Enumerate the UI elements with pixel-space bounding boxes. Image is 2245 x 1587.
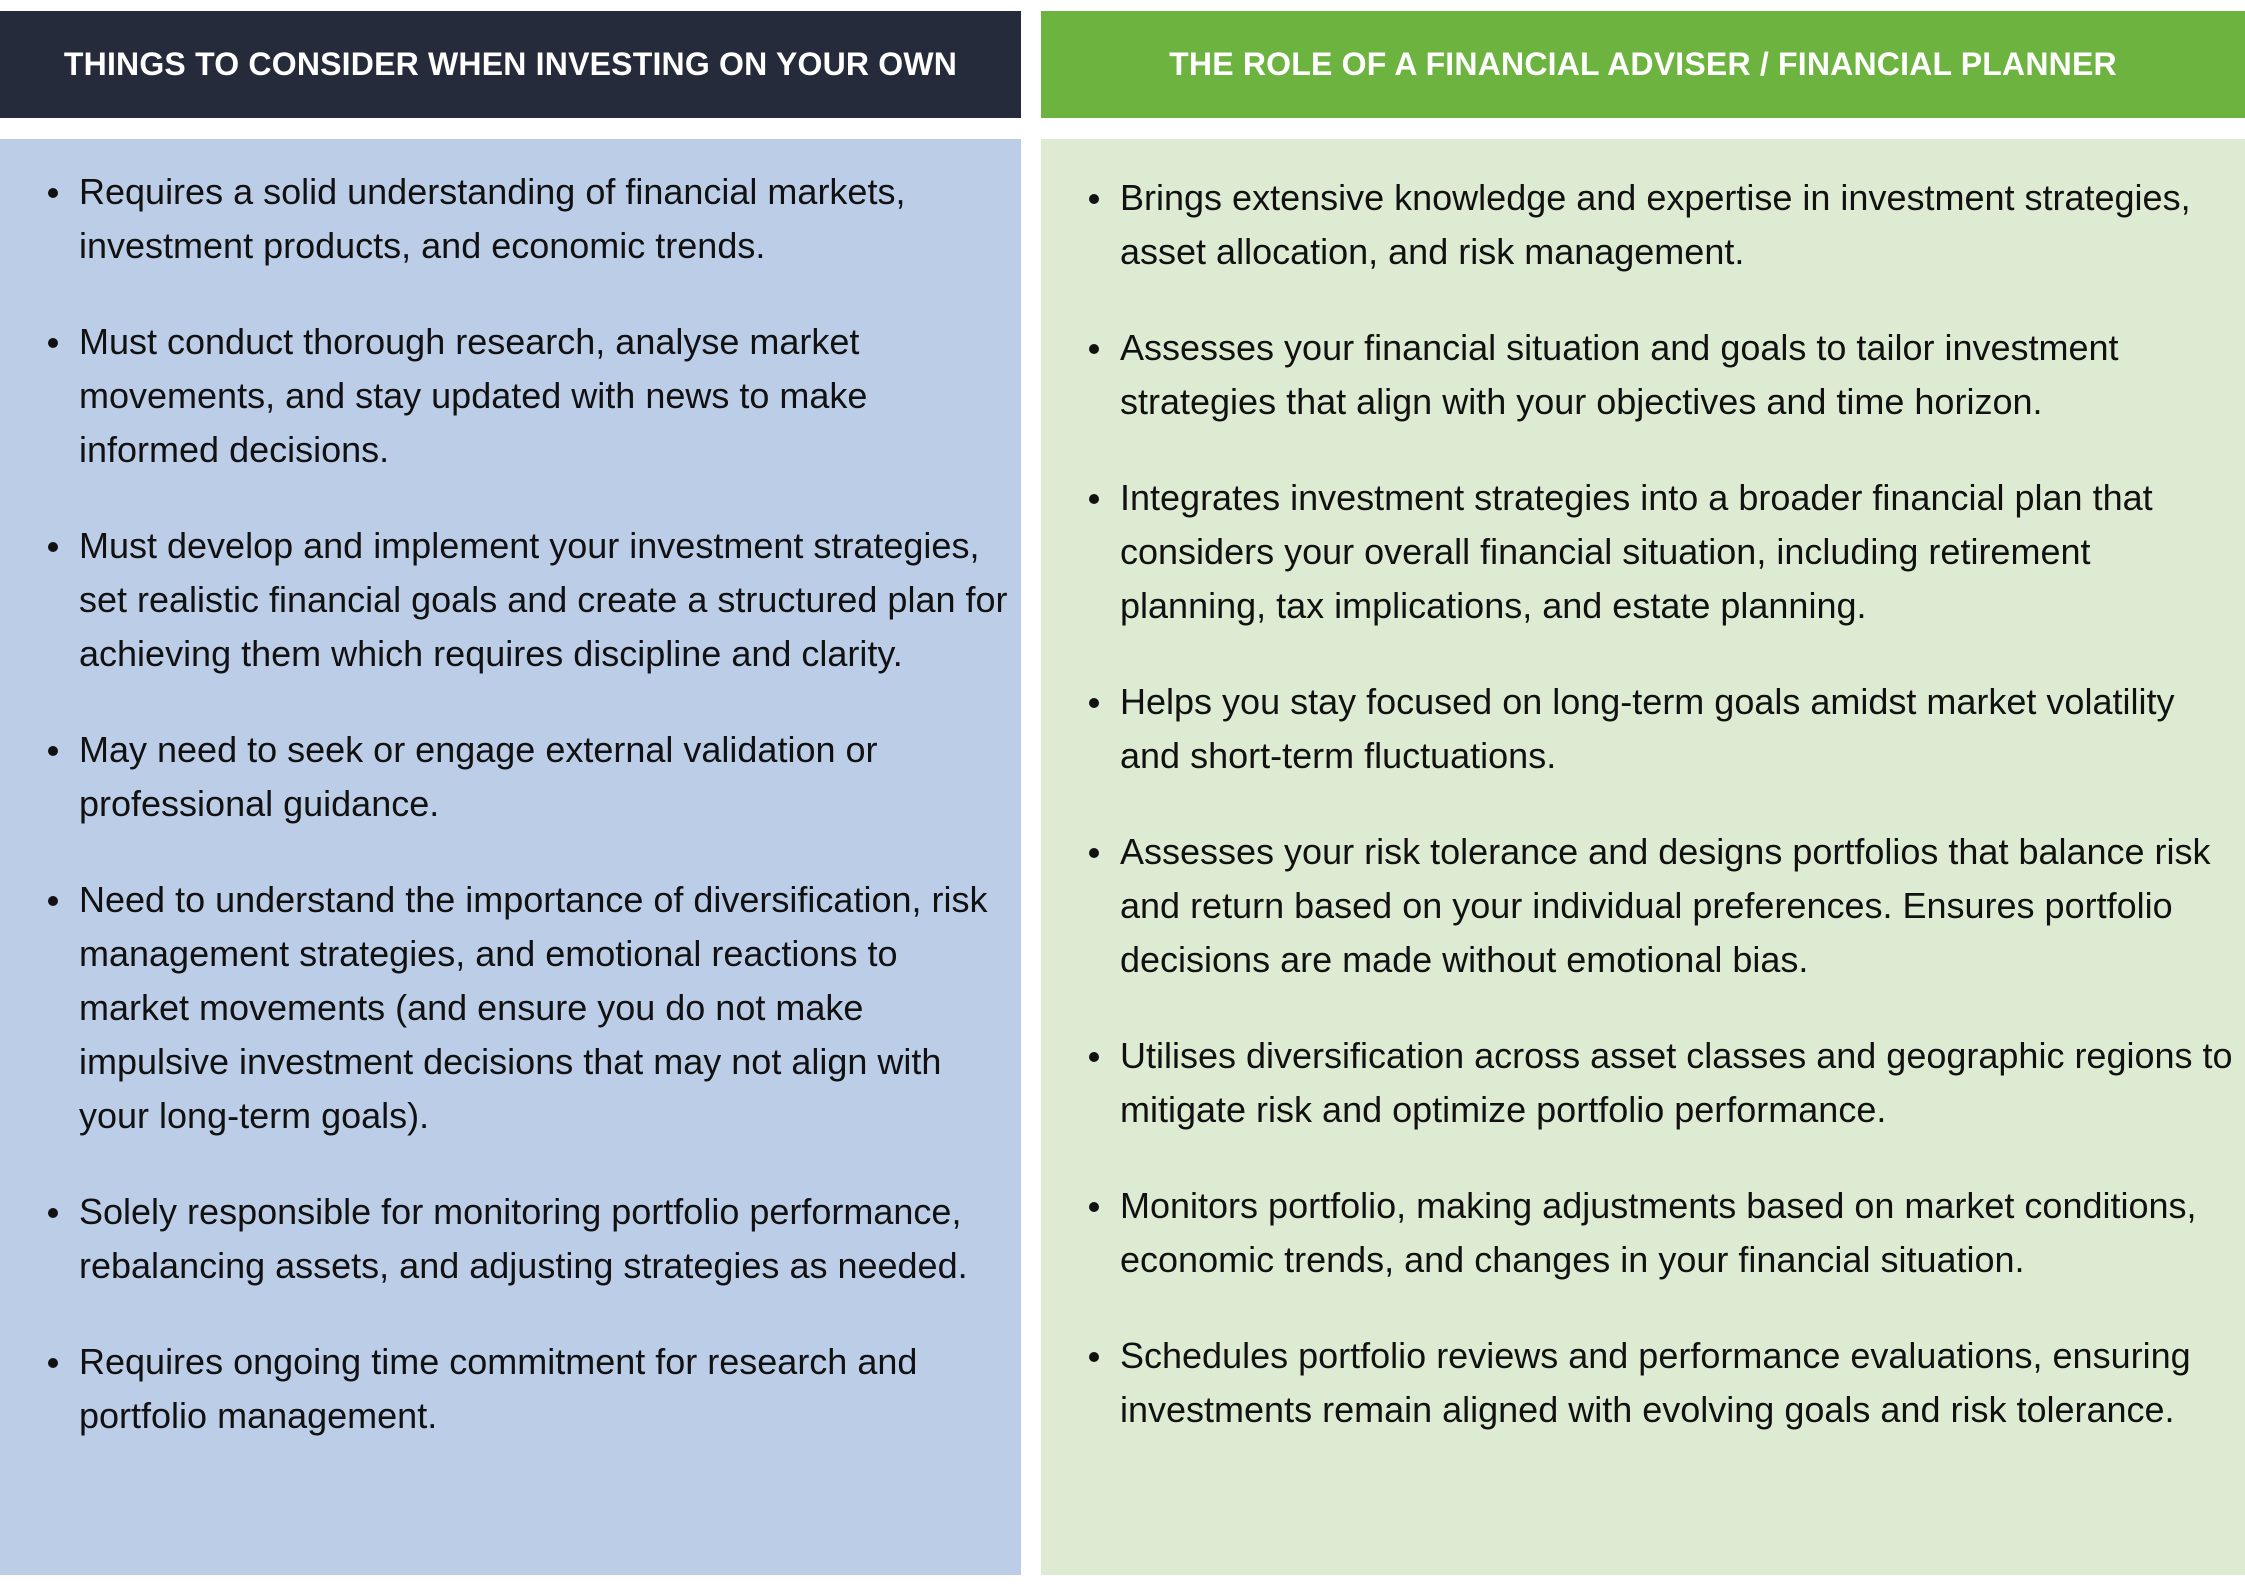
left-column-header: THINGS TO CONSIDER WHEN INVESTING ON YOU… [0, 11, 1021, 118]
list-item: May need to seek or engage external vali… [0, 723, 1021, 831]
bullet-icon [48, 188, 58, 198]
list-item: Solely responsible for monitoring portfo… [0, 1185, 1021, 1293]
list-item: Must develop and implement your investme… [0, 519, 1021, 681]
list-item: Must conduct thorough research, analyse … [0, 315, 1021, 477]
list-item-text: Assesses your financial situation and go… [1120, 327, 2119, 422]
list-item-text: Requires ongoing time commitment for res… [79, 1341, 918, 1436]
bullet-icon [1089, 1052, 1099, 1062]
list-item: Assesses your financial situation and go… [1041, 321, 2245, 429]
bullet-icon [48, 746, 58, 756]
list-item: Brings extensive knowledge and expertise… [1041, 171, 2245, 279]
right-column-panel: Brings extensive knowledge and expertise… [1041, 139, 2245, 1575]
list-item-text: Must conduct thorough research, analyse … [79, 321, 868, 470]
left-column-panel: Requires a solid understanding of financ… [0, 139, 1021, 1575]
list-item: Assesses your risk tolerance and designs… [1041, 825, 2245, 987]
bullet-icon [48, 542, 58, 552]
bullet-icon [1089, 1202, 1099, 1212]
bullet-icon [48, 338, 58, 348]
list-item-text: Brings extensive knowledge and expertise… [1120, 177, 2191, 272]
bullet-icon [1089, 1352, 1099, 1362]
left-bullet-list: Requires a solid understanding of financ… [0, 165, 1021, 1443]
list-item: Requires ongoing time commitment for res… [0, 1335, 1021, 1443]
list-item-text: Solely responsible for monitoring portfo… [79, 1191, 968, 1286]
list-item-text: Need to understand the importance of div… [79, 879, 988, 1136]
list-item-text: Integrates investment strategies into a … [1120, 477, 2153, 626]
bullet-icon [48, 896, 58, 906]
list-item: Utilises diversification across asset cl… [1041, 1029, 2245, 1137]
bullet-icon [1089, 698, 1099, 708]
left-column-title: THINGS TO CONSIDER WHEN INVESTING ON YOU… [63, 46, 958, 82]
bullet-icon [48, 1358, 58, 1368]
bullet-icon [1089, 494, 1099, 504]
bullet-icon [1089, 848, 1099, 858]
bullet-icon [48, 1208, 58, 1218]
list-item: Requires a solid understanding of financ… [0, 165, 1021, 273]
list-item: Helps you stay focused on long-term goal… [1041, 675, 2245, 783]
list-item-text: May need to seek or engage external vali… [79, 729, 878, 824]
list-item-text: Must develop and implement your investme… [79, 525, 1008, 674]
list-item-text: Helps you stay focused on long-term goal… [1120, 681, 2175, 776]
list-item: Monitors portfolio, making adjustments b… [1041, 1179, 2245, 1287]
list-item-text: Utilises diversification across asset cl… [1120, 1035, 2233, 1130]
bullet-icon [1089, 344, 1099, 354]
right-column-title: THE ROLE OF A FINANCIAL ADVISER / FINANC… [1169, 46, 2117, 82]
list-item-text: Monitors portfolio, making adjustments b… [1120, 1185, 2197, 1280]
right-column-header: THE ROLE OF A FINANCIAL ADVISER / FINANC… [1041, 11, 2245, 118]
list-item: Integrates investment strategies into a … [1041, 471, 2245, 633]
list-item: Schedules portfolio reviews and performa… [1041, 1329, 2245, 1437]
right-bullet-list: Brings extensive knowledge and expertise… [1041, 171, 2245, 1437]
list-item-text: Assesses your risk tolerance and designs… [1120, 831, 2211, 980]
list-item: Need to understand the importance of div… [0, 873, 1021, 1143]
list-item-text: Schedules portfolio reviews and performa… [1120, 1335, 2191, 1430]
list-item-text: Requires a solid understanding of financ… [79, 171, 906, 266]
bullet-icon [1089, 194, 1099, 204]
